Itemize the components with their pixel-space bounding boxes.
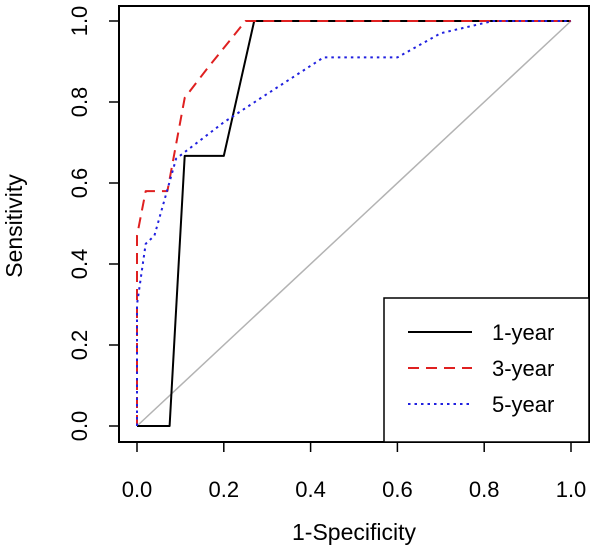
x-tick-label: 0.8 — [469, 477, 500, 502]
y-tick-label: 0.0 — [67, 411, 92, 442]
y-tick-label: 0.4 — [67, 249, 92, 280]
y-tick-label: 0.6 — [67, 168, 92, 199]
x-tick-label: 0.0 — [122, 477, 153, 502]
plot-layer — [136, 20, 572, 427]
legend-label-1-year: 1-year — [492, 320, 554, 345]
y-tick-label: 1.0 — [67, 6, 92, 37]
y-axis: 0.0 0.2 0.4 0.6 0.8 1.0 — [67, 6, 120, 442]
x-tick-label: 0.2 — [209, 477, 240, 502]
series-line-3-year — [136, 20, 571, 426]
legend-box — [383, 297, 590, 443]
series-line-5-year — [136, 20, 571, 426]
x-axis-title: 1-Specificity — [292, 519, 416, 545]
x-tick-label: 0.6 — [382, 477, 413, 502]
legend-label-5-year: 5-year — [492, 392, 554, 417]
legend-items: 1-year 3-year 5-year — [408, 320, 554, 417]
x-axis: 0.0 0.2 0.4 0.6 0.8 1.0 — [122, 441, 587, 502]
x-tick-label: 0.4 — [295, 477, 326, 502]
x-tick-label: 1.0 — [556, 477, 587, 502]
y-tick-label: 0.2 — [67, 330, 92, 361]
legend: 1-year 3-year 5-year — [383, 297, 590, 443]
reference-diagonal-line — [136, 20, 572, 427]
y-tick-label: 0.8 — [67, 87, 92, 118]
legend-label-3-year: 3-year — [492, 356, 554, 381]
y-axis-title: Sensitivity — [1, 174, 27, 278]
